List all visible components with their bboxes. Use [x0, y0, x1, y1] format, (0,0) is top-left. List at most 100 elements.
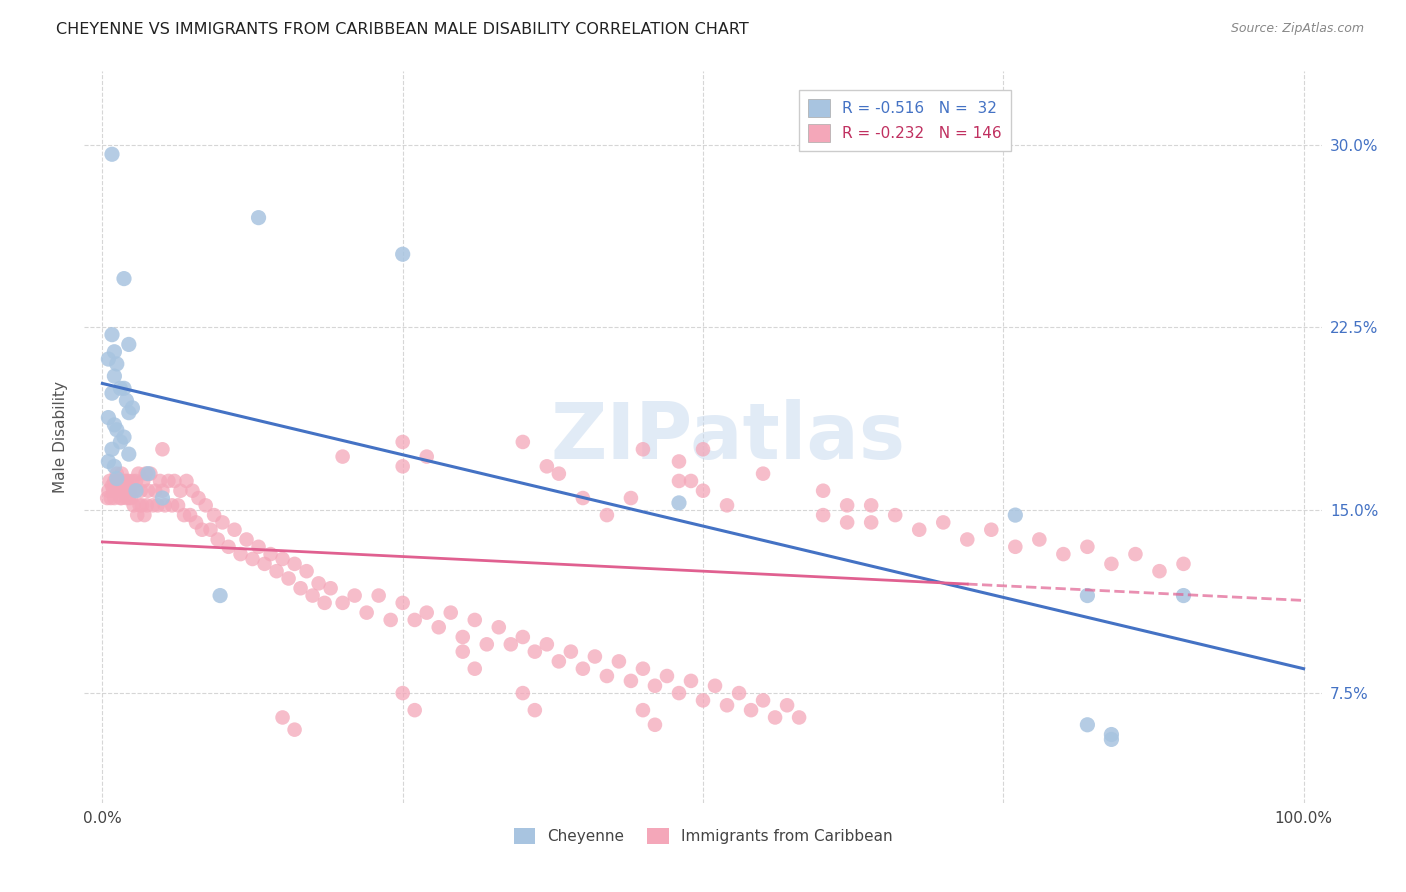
Point	[103, 344, 125, 359]
Point	[101, 147, 124, 161]
Point	[103, 369, 125, 384]
Point	[440, 606, 463, 620]
Point	[184, 516, 207, 530]
Point	[127, 467, 149, 481]
Point	[451, 630, 474, 644]
Point	[115, 491, 138, 505]
Point	[704, 679, 727, 693]
Point	[343, 589, 366, 603]
Point	[271, 710, 294, 724]
Point	[117, 483, 139, 498]
Point	[547, 467, 569, 481]
Point	[980, 523, 1002, 537]
Point	[105, 357, 128, 371]
Point	[142, 499, 165, 513]
Point	[187, 491, 209, 505]
Legend: Cheyenne, Immigrants from Caribbean: Cheyenne, Immigrants from Caribbean	[508, 822, 898, 850]
Point	[167, 499, 190, 513]
Point	[1028, 533, 1050, 547]
Point	[100, 491, 122, 505]
Point	[752, 467, 775, 481]
Point	[391, 434, 413, 449]
Point	[132, 474, 155, 488]
Point	[620, 491, 643, 505]
Point	[105, 423, 128, 437]
Point	[247, 211, 270, 225]
Point	[135, 467, 157, 481]
Point	[104, 483, 127, 498]
Point	[224, 523, 246, 537]
Point	[229, 547, 252, 561]
Point	[332, 450, 354, 464]
Point	[404, 613, 426, 627]
Point	[153, 499, 176, 513]
Point	[152, 483, 174, 498]
Point	[1076, 589, 1098, 603]
Point	[105, 471, 128, 485]
Point	[149, 474, 172, 488]
Point	[202, 508, 225, 522]
Point	[679, 673, 702, 688]
Point	[860, 499, 883, 513]
Point	[547, 654, 569, 668]
Point	[211, 516, 233, 530]
Point	[121, 401, 143, 415]
Point	[308, 576, 330, 591]
Point	[475, 637, 498, 651]
Point	[295, 564, 318, 578]
Point	[752, 693, 775, 707]
Point	[143, 483, 166, 498]
Point	[97, 454, 120, 468]
Point	[860, 516, 883, 530]
Point	[127, 508, 149, 522]
Point	[200, 523, 222, 537]
Point	[115, 393, 138, 408]
Point	[101, 327, 124, 342]
Point	[692, 693, 714, 707]
Point	[837, 516, 859, 530]
Point	[314, 596, 336, 610]
Point	[284, 557, 307, 571]
Point	[668, 496, 690, 510]
Point	[536, 459, 558, 474]
Point	[607, 654, 630, 668]
Point	[101, 386, 124, 401]
Point	[572, 662, 595, 676]
Point	[1076, 718, 1098, 732]
Point	[787, 710, 810, 724]
Point	[1149, 564, 1171, 578]
Point	[1099, 732, 1122, 747]
Point	[118, 483, 141, 498]
Point	[488, 620, 510, 634]
Point	[129, 483, 152, 498]
Point	[103, 474, 125, 488]
Point	[284, 723, 307, 737]
Point	[253, 557, 276, 571]
Point	[152, 491, 174, 505]
Point	[301, 589, 323, 603]
Point	[118, 474, 141, 488]
Point	[956, 533, 979, 547]
Point	[536, 637, 558, 651]
Point	[776, 698, 799, 713]
Point	[740, 703, 762, 717]
Point	[380, 613, 402, 627]
Point	[404, 703, 426, 717]
Point	[103, 491, 125, 505]
Point	[259, 547, 281, 561]
Point	[668, 474, 690, 488]
Point	[908, 523, 931, 537]
Point	[209, 589, 232, 603]
Point	[1125, 547, 1147, 561]
Point	[596, 508, 619, 522]
Point	[114, 483, 136, 498]
Point	[247, 540, 270, 554]
Y-axis label: Male Disability: Male Disability	[52, 381, 67, 493]
Point	[1076, 540, 1098, 554]
Point	[97, 352, 120, 367]
Point	[391, 247, 413, 261]
Point	[523, 703, 546, 717]
Point	[811, 483, 834, 498]
Point	[111, 483, 134, 498]
Point	[103, 483, 125, 498]
